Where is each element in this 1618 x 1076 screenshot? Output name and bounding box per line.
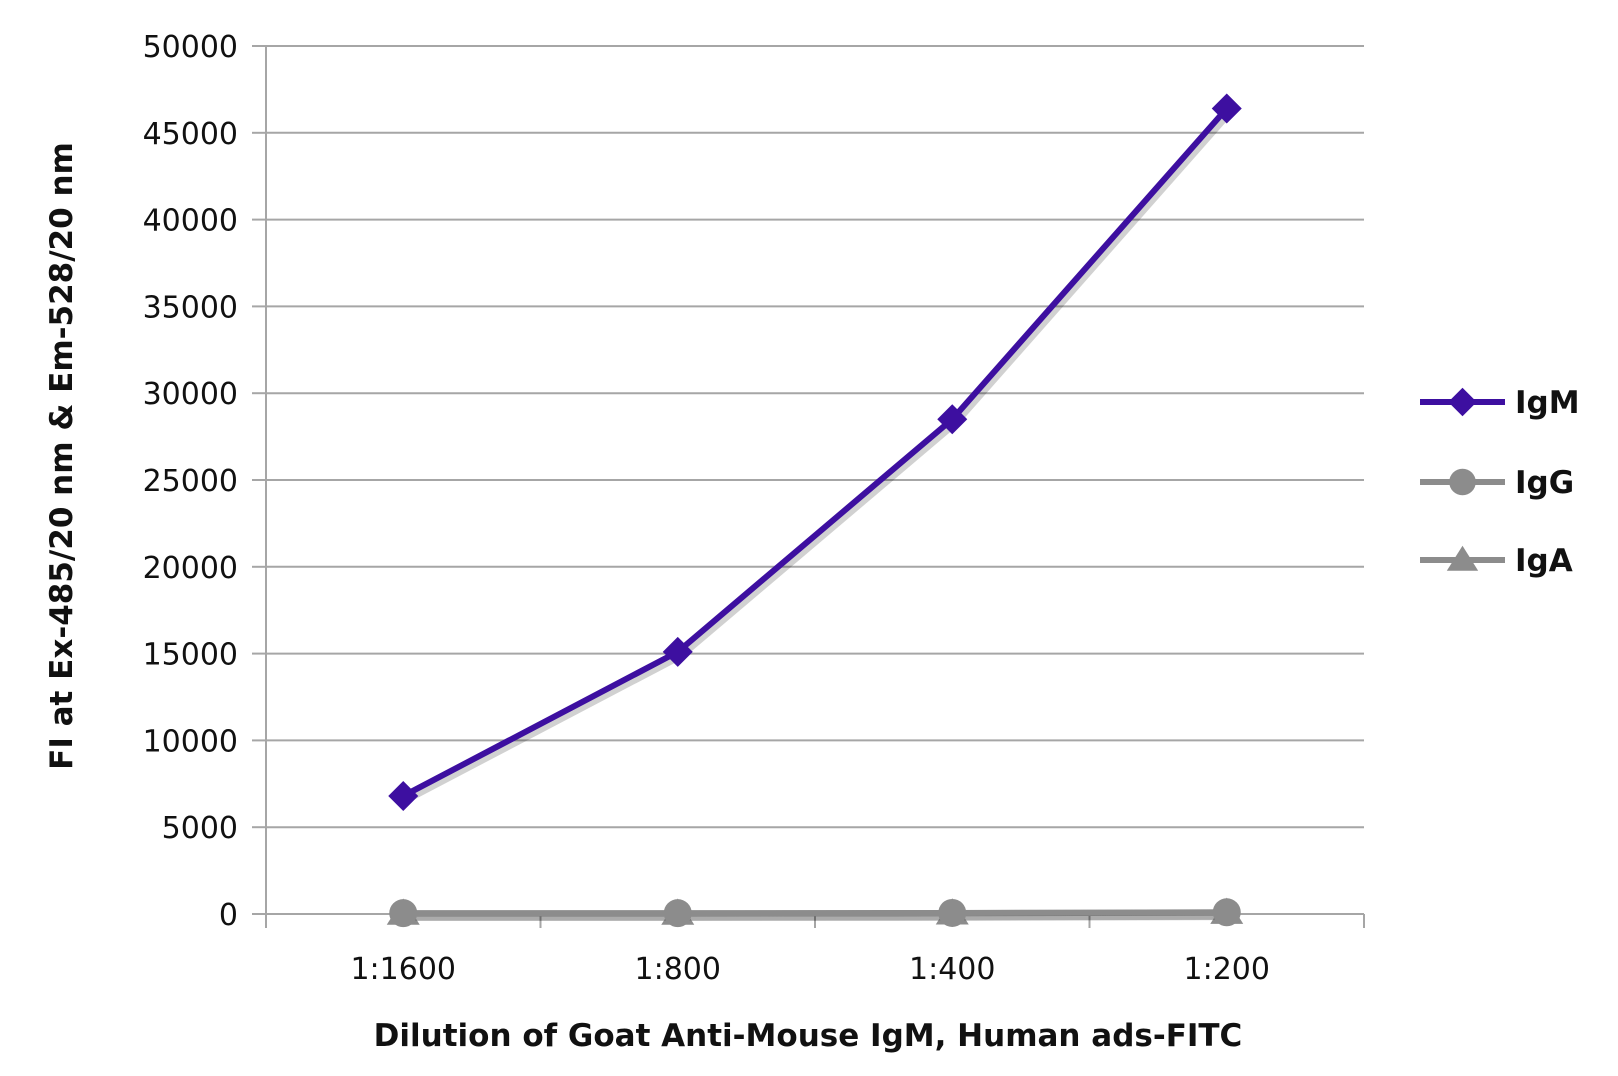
series-group	[386, 93, 1244, 928]
series-igg	[389, 898, 1241, 928]
legend-marker	[1449, 468, 1476, 496]
legend: IgM IgG IgA	[1420, 385, 1580, 579]
legend-label: IgG	[1515, 465, 1574, 501]
legend-marker	[1446, 545, 1479, 571]
series-igm	[388, 93, 1242, 811]
x-tick-label: 1:200	[1184, 952, 1270, 987]
x-tick-label: 1:400	[909, 952, 995, 987]
y-tick-label: 45000	[143, 117, 238, 152]
data-point	[663, 899, 692, 928]
data-point	[937, 404, 968, 435]
y-tick-label: 15000	[143, 638, 238, 673]
legend-item-igg: IgG	[1420, 465, 1574, 501]
legend-label: IgA	[1515, 543, 1573, 579]
series-shadow	[406, 913, 1230, 921]
data-point	[662, 636, 693, 667]
gridlines	[266, 45, 1364, 829]
x-tick-label: 1:800	[635, 952, 721, 987]
data-point	[388, 780, 419, 811]
data-point	[1211, 93, 1242, 124]
y-tick-label: 40000	[143, 204, 238, 239]
legend-item-igm: IgM	[1420, 385, 1580, 421]
data-point	[938, 898, 967, 927]
y-tick-label: 20000	[143, 551, 238, 586]
x-axis-title: Dilution of Goat Anti-Mouse IgM, Human a…	[374, 1018, 1243, 1054]
y-axis-title: FI at Ex-485/20 nm & Em-528/20 nm	[44, 142, 80, 770]
legend-marker	[1448, 387, 1477, 417]
data-point	[389, 899, 418, 928]
series-line	[403, 909, 1227, 917]
series-shadow	[404, 110, 1233, 804]
legend-item-iga: IgA	[1420, 543, 1573, 579]
legend-label: IgM	[1515, 385, 1580, 421]
y-tick-label: 25000	[143, 464, 238, 499]
axes: 0 5000 10000 15000 20000 25000 30000 35000 40000…	[143, 30, 1365, 987]
y-tick-label: 30000	[143, 377, 238, 412]
series-shadow	[406, 912, 1230, 921]
y-tick-label: 0	[219, 898, 238, 933]
x-tick-label: 1:1600	[350, 952, 456, 987]
y-tick-label: 5000	[162, 811, 238, 846]
y-tick-label: 50000	[143, 30, 238, 65]
series-line	[401, 106, 1229, 799]
data-point	[1212, 898, 1241, 927]
y-tick-label: 35000	[143, 290, 238, 325]
y-tick-label: 10000	[143, 724, 238, 759]
